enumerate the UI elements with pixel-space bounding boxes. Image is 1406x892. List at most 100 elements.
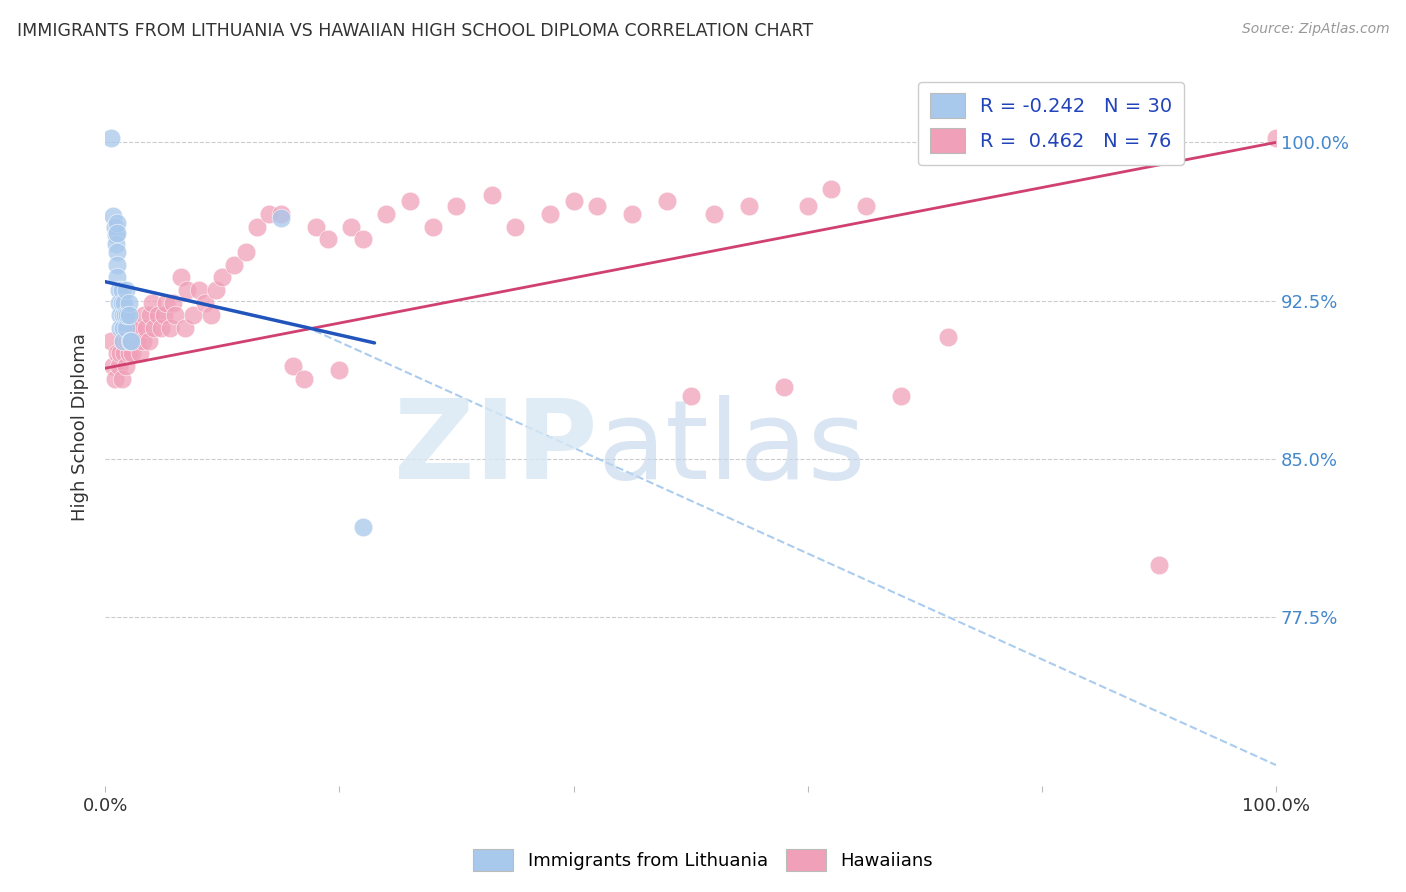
Point	[111, 334, 134, 348]
Point	[165, 309, 187, 323]
Point	[132, 309, 155, 323]
Point	[111, 309, 134, 323]
Point	[112, 295, 135, 310]
Point	[131, 334, 153, 348]
Point	[117, 309, 139, 323]
Point	[115, 283, 138, 297]
Point	[105, 216, 128, 230]
Point	[316, 232, 339, 246]
Point	[120, 334, 142, 348]
Point	[103, 359, 125, 373]
Point	[100, 334, 122, 348]
Point	[796, 199, 818, 213]
Point	[129, 346, 152, 360]
Point	[105, 258, 128, 272]
Point	[205, 283, 228, 297]
Point	[538, 207, 561, 221]
Point	[124, 321, 146, 335]
Point	[110, 283, 132, 297]
Point	[305, 219, 328, 234]
Point	[352, 519, 374, 533]
Point	[114, 309, 136, 323]
Point	[890, 389, 912, 403]
Point	[105, 270, 128, 285]
Point	[108, 359, 131, 373]
Point	[105, 245, 128, 260]
Point	[118, 309, 141, 323]
Point	[328, 363, 350, 377]
Point	[118, 334, 141, 348]
Point	[152, 309, 174, 323]
Point	[110, 321, 132, 335]
Point	[187, 283, 209, 297]
Point	[146, 309, 169, 323]
Point	[703, 207, 725, 221]
Point	[1265, 131, 1288, 145]
Point	[503, 219, 526, 234]
Point	[127, 321, 149, 335]
Point	[111, 321, 134, 335]
Point	[110, 346, 132, 360]
Point	[110, 309, 132, 323]
Point	[352, 232, 374, 246]
Point	[773, 380, 796, 394]
Point	[170, 270, 193, 285]
Point	[100, 131, 122, 145]
Text: Source: ZipAtlas.com: Source: ZipAtlas.com	[1241, 22, 1389, 37]
Text: ZIP: ZIP	[394, 395, 598, 502]
Point	[235, 245, 257, 260]
Point	[1147, 558, 1170, 572]
Point	[117, 346, 139, 360]
Point	[138, 334, 160, 348]
Point	[143, 321, 166, 335]
Point	[110, 295, 132, 310]
Point	[621, 207, 644, 221]
Point	[657, 194, 679, 209]
Point	[115, 321, 138, 335]
Point	[820, 182, 842, 196]
Point	[104, 236, 127, 251]
Point	[194, 295, 217, 310]
Point	[105, 346, 128, 360]
Point	[270, 207, 292, 221]
Legend: R = -0.242   N = 30, R =  0.462   N = 76: R = -0.242 N = 30, R = 0.462 N = 76	[918, 82, 1184, 165]
Point	[270, 211, 292, 226]
Point	[104, 228, 127, 243]
Point	[120, 334, 142, 348]
Point	[181, 309, 204, 323]
Point	[562, 194, 585, 209]
Point	[162, 295, 184, 310]
Point	[125, 334, 148, 348]
Point	[211, 270, 233, 285]
Point	[679, 389, 702, 403]
Y-axis label: High School Diploma: High School Diploma	[72, 334, 89, 521]
Point	[105, 226, 128, 240]
Point	[222, 258, 245, 272]
Point	[936, 329, 959, 343]
Point	[738, 199, 761, 213]
Point	[176, 283, 198, 297]
Legend: Immigrants from Lithuania, Hawaiians: Immigrants from Lithuania, Hawaiians	[467, 842, 939, 879]
Point	[117, 309, 139, 323]
Point	[103, 219, 125, 234]
Point	[108, 295, 131, 310]
Point	[117, 334, 139, 348]
Point	[398, 194, 420, 209]
Point	[112, 346, 135, 360]
Point	[246, 219, 269, 234]
Point	[141, 295, 163, 310]
Point	[586, 199, 609, 213]
Text: atlas: atlas	[598, 395, 866, 502]
Point	[422, 219, 444, 234]
Point	[200, 309, 222, 323]
Point	[375, 207, 398, 221]
Point	[108, 283, 131, 297]
Point	[111, 334, 134, 348]
Point	[257, 207, 280, 221]
Point	[117, 295, 139, 310]
Point	[150, 321, 173, 335]
Point	[115, 359, 138, 373]
Point	[173, 321, 195, 335]
Point	[138, 309, 160, 323]
Point	[155, 295, 177, 310]
